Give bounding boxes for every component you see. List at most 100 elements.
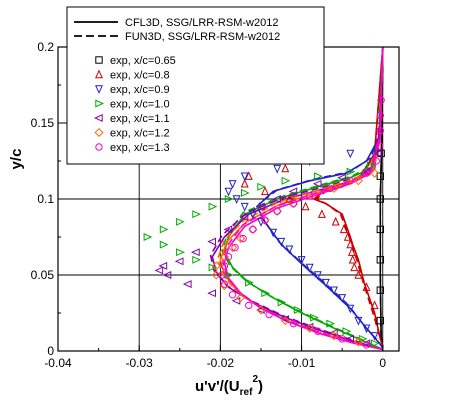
x-tick-label: -0.02 bbox=[207, 356, 235, 370]
exp-point-exp-x-c-1-1 bbox=[239, 213, 249, 222]
legend-marker-exp-x-c-1-0 bbox=[95, 99, 105, 108]
legend-label-exp-x-c-1-3: exp, x/c=1.3 bbox=[110, 142, 170, 154]
exp-point-exp-x-c-1-3 bbox=[231, 243, 239, 252]
exp-point-exp-x-c-1-1 bbox=[328, 328, 338, 337]
exp-point-exp-x-c-0-65 bbox=[376, 316, 385, 325]
x-tick-label: -0.04 bbox=[44, 356, 72, 370]
exp-point-exp-x-c-0-8 bbox=[346, 239, 355, 249]
exp-point-exp-x-c-1-1 bbox=[182, 280, 192, 289]
exp-point-exp-x-c-1-0 bbox=[326, 319, 336, 328]
exp-point-exp-x-c-1-3 bbox=[314, 327, 322, 335]
fun3d-line-exp-x-c-0-65 bbox=[379, 46, 384, 349]
legend-label-exp-x-c-0-8: exp, x/c=0.8 bbox=[110, 70, 170, 82]
exp-point-exp-x-c-0-65 bbox=[376, 195, 385, 203]
exp-point-exp-x-c-1-3 bbox=[289, 199, 298, 208]
exp-point-exp-x-c-1-0 bbox=[245, 278, 254, 287]
exp-point-exp-x-c-0-8 bbox=[331, 216, 340, 226]
legend-marker-exp-x-c-0-8 bbox=[95, 69, 103, 79]
x-axis-label: u'v'/(Uref2) bbox=[195, 374, 263, 398]
exp-point-exp-x-c-1-0 bbox=[159, 240, 169, 249]
exp-point-exp-x-c-1-1 bbox=[312, 179, 322, 188]
exp-point-exp-x-c-1-1 bbox=[207, 289, 216, 298]
exp-point-exp-x-c-1-1 bbox=[190, 248, 200, 257]
exp-point-exp-x-c-0-8 bbox=[348, 254, 357, 264]
exp-point-exp-x-c-1-2 bbox=[280, 316, 290, 326]
exp-point-exp-x-c-0-65 bbox=[376, 256, 385, 264]
exp-point-exp-x-c-1-1 bbox=[162, 271, 172, 279]
exp-point-exp-x-c-1-3 bbox=[305, 192, 314, 200]
exp-point-exp-x-c-1-3 bbox=[326, 184, 334, 193]
legend-label-exp-x-c-0-65: exp, x/c=0.65 bbox=[110, 55, 176, 67]
exp-point-exp-x-c-1-0 bbox=[277, 298, 287, 307]
exp-point-exp-x-c-1-1 bbox=[154, 266, 164, 275]
exp-point-exp-x-c-0-8 bbox=[362, 282, 371, 291]
exp-point-exp-x-c-0-9 bbox=[346, 149, 355, 159]
exp-point-exp-x-c-0-8 bbox=[343, 231, 352, 241]
exp-point-exp-x-c-1-0 bbox=[342, 327, 352, 336]
exp-point-exp-x-c-0-9 bbox=[240, 172, 249, 182]
exp-point-exp-x-c-0-9 bbox=[224, 187, 233, 197]
exp-point-exp-x-c-1-1 bbox=[288, 187, 298, 196]
legend-label-exp-x-c-0-9: exp, x/c=0.9 bbox=[110, 84, 170, 96]
exp-point-exp-x-c-1-0 bbox=[370, 339, 380, 348]
axis-ticks bbox=[57, 46, 384, 352]
exp-point-exp-x-c-1-2 bbox=[370, 168, 380, 178]
exp-point-exp-x-c-1-0 bbox=[257, 182, 267, 191]
exp-point-exp-x-c-1-2 bbox=[329, 183, 339, 193]
exp-point-exp-x-c-1-2 bbox=[219, 281, 229, 291]
exp-point-exp-x-c-0-8 bbox=[339, 224, 348, 234]
exp-point-exp-x-c-1-3 bbox=[245, 301, 253, 310]
exp-point-exp-x-c-0-9 bbox=[232, 195, 241, 205]
legend-label-exp-x-c-1-1: exp, x/c=1.1 bbox=[110, 113, 170, 125]
exp-point-exp-x-c-1-0 bbox=[159, 225, 169, 234]
exp-point-exp-x-c-1-1 bbox=[373, 149, 383, 158]
legend-marker-exp-x-c-1-1 bbox=[93, 114, 103, 122]
exp-point-exp-x-c-1-2 bbox=[305, 323, 315, 333]
exp-point-exp-x-c-1-2 bbox=[228, 243, 238, 253]
exp-point-exp-x-c-1-0 bbox=[366, 161, 376, 170]
legend: CFL3D, SSG/LRR-RSM-w2012 FUN3D, SSG/LRR-R… bbox=[66, 6, 325, 165]
exp-point-exp-x-c-0-9 bbox=[285, 245, 294, 255]
exp-point-exp-x-c-1-2 bbox=[211, 261, 221, 271]
legend-label-fun3d-ssg-lrr-rsm-w2012: FUN3D, SSG/LRR-RSM-w2012 bbox=[125, 31, 280, 43]
exp-point-exp-x-c-1-3 bbox=[289, 319, 298, 328]
y-tick-label: 0.05 bbox=[31, 268, 55, 282]
legend-marker-exp-x-c-1-2 bbox=[94, 127, 104, 138]
exp-point-exp-x-c-1-0 bbox=[314, 172, 323, 181]
exp-point-exp-x-c-1-0 bbox=[346, 167, 356, 176]
exp-point-exp-x-c-1-1 bbox=[174, 257, 184, 266]
exp-point-exp-x-c-1-2 bbox=[236, 293, 246, 303]
exp-point-exp-x-c-1-1 bbox=[255, 202, 265, 211]
exp-point-exp-x-c-1-3 bbox=[220, 262, 229, 270]
exp-point-exp-x-c-1-3 bbox=[376, 111, 385, 120]
tick-labels: -0.04 -0.03 -0.02 -0.01 0 0 0.05 0.1 0.15 0.2 bbox=[31, 40, 387, 370]
exp-point-exp-x-c-1-0 bbox=[176, 217, 185, 226]
exp-point-exp-x-c-0-8 bbox=[301, 201, 310, 211]
exp-point-exp-x-c-1-3 bbox=[362, 341, 371, 349]
exp-point-exp-x-c-0-9 bbox=[362, 324, 371, 334]
exp-point-exp-x-c-1-1 bbox=[272, 195, 281, 203]
exp-point-exp-x-c-1-0 bbox=[261, 289, 271, 298]
exp-point-exp-x-c-1-1 bbox=[207, 237, 216, 246]
exp-point-exp-x-c-0-9 bbox=[321, 278, 330, 288]
exp-point-exp-x-c-0-8 bbox=[285, 193, 294, 203]
exp-point-exp-x-c-1-0 bbox=[192, 210, 202, 219]
exp-point-exp-x-c-0-65 bbox=[376, 172, 385, 180]
exp-point-exp-x-c-1-3 bbox=[372, 157, 380, 165]
exp-point-exp-x-c-0-9 bbox=[313, 271, 322, 281]
y-tick-label: 0.15 bbox=[31, 116, 55, 130]
exp-point-exp-x-c-0-8 bbox=[347, 247, 356, 256]
exp-point-exp-x-c-1-0 bbox=[224, 195, 234, 203]
exp-point-exp-x-c-0-9 bbox=[346, 304, 355, 314]
exp-point-exp-x-c-1-0 bbox=[208, 202, 218, 211]
exp-point-exp-x-c-0-9 bbox=[277, 237, 286, 247]
exp-point-exp-x-c-1-2 bbox=[353, 176, 363, 186]
exp-point-exp-x-c-1-3 bbox=[265, 310, 273, 319]
exp-point-exp-x-c-1-3 bbox=[273, 207, 281, 215]
legend-label-exp-x-c-1-2: exp, x/c=1.2 bbox=[110, 128, 170, 140]
exp-point-exp-x-c-1-3 bbox=[375, 142, 384, 150]
exp-point-exp-x-c-1-2 bbox=[256, 305, 266, 315]
y-axis-label: y/c bbox=[8, 149, 25, 170]
legend-label-exp-x-c-1-0: exp, x/c=1.0 bbox=[110, 99, 170, 111]
exp-point-exp-x-c-1-0 bbox=[310, 313, 319, 322]
